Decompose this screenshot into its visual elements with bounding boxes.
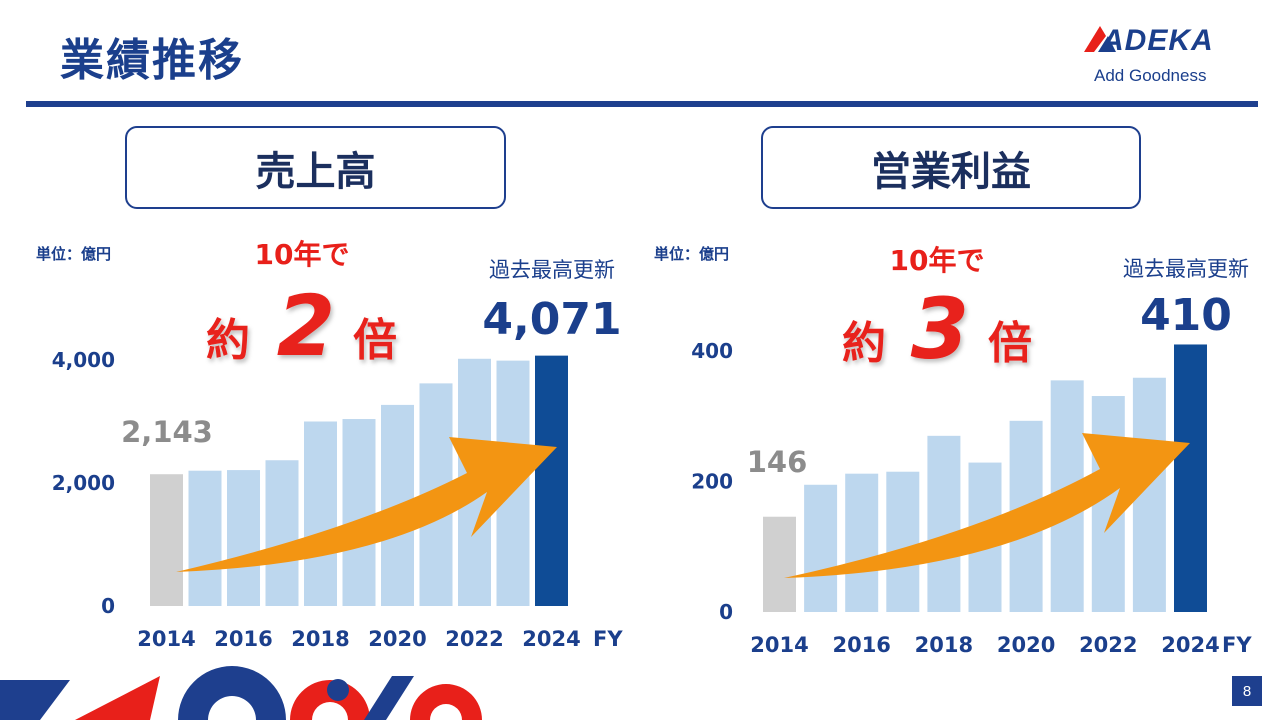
logo-wordmark: ADEKA xyxy=(1102,24,1214,57)
sales-bar-2018 xyxy=(304,421,337,606)
sales-ytick-label: 0 xyxy=(101,594,115,618)
company-logo: ADEKA Add Goodness xyxy=(1082,20,1242,90)
profit-start-value: 146 xyxy=(747,445,808,479)
sales-callout-top: 10年で xyxy=(255,238,350,271)
profit-record-label: 過去最高更新 xyxy=(1123,257,1249,281)
profit-xtick-label: 2014 xyxy=(750,633,808,657)
sales-xtick-label: 2016 xyxy=(214,627,272,651)
profit-plot: 0 200 400 2014 2016 2018 2020 2022 2024 xyxy=(691,339,1219,657)
sales-heading: 売上高 xyxy=(255,148,376,195)
sales-callout-yaku: 約 xyxy=(206,315,250,366)
sales-xtick-label: 2014 xyxy=(137,627,195,651)
profit-xtick-label: 2018 xyxy=(915,633,973,657)
profit-growth-arrow xyxy=(784,433,1190,578)
logo-triangle-icon xyxy=(1084,26,1116,52)
profit-xtick-label: 2016 xyxy=(832,633,890,657)
logo-tagline: Add Goodness xyxy=(1094,66,1207,85)
profit-bar-2024 xyxy=(1174,344,1207,612)
sales-callout-number: 2 xyxy=(277,277,335,375)
sales-xtick-label: 2018 xyxy=(291,627,349,651)
profit-ytick-label: 200 xyxy=(691,470,733,494)
sales-heading-box: 売上高 xyxy=(125,126,506,209)
profit-heading-box: 営業利益 xyxy=(761,126,1141,209)
sales-ytick-label: 2,000 xyxy=(52,471,115,495)
sales-xtick-label: 2022 xyxy=(445,627,503,651)
profit-record-value: 410 xyxy=(1140,290,1232,341)
profit-bar-2018 xyxy=(927,435,961,612)
sales-record-label: 過去最高更新 xyxy=(489,258,615,282)
sales-plot: 0 2,000 4,000 2014 2016 2018 2020 2022 2024 xyxy=(52,348,581,651)
header-divider xyxy=(26,101,1258,107)
profit-callout-yaku: 約 xyxy=(842,318,886,369)
profit-fy-label: FY xyxy=(1222,633,1252,657)
profit-callout-top: 10年で xyxy=(890,244,985,277)
sales-unit-label: 単位：億円 xyxy=(36,245,111,263)
sales-growth-arrow xyxy=(176,437,557,572)
profit-callout-bai: 倍 xyxy=(988,318,1032,369)
sales-start-value: 2,143 xyxy=(121,415,213,449)
page-number: 8 xyxy=(1232,676,1262,706)
profit-unit-label: 単位：億円 xyxy=(654,245,729,263)
sales-bar-2016 xyxy=(227,470,260,606)
sales-fy-label: FY xyxy=(593,627,623,651)
profit-bar-2015 xyxy=(804,484,838,612)
profit-callout-number: 3 xyxy=(911,280,969,378)
sales-bar-2014 xyxy=(150,474,183,606)
profit-heading: 営業利益 xyxy=(871,148,1031,195)
sales-record-value: 4,071 xyxy=(482,294,621,345)
profit-bar-2017 xyxy=(886,471,920,612)
page-title: 業績推移 xyxy=(60,35,244,86)
sales-bar-2024 xyxy=(535,355,568,606)
sales-bar-2017 xyxy=(265,460,299,606)
profit-xtick-label: 2020 xyxy=(997,633,1055,657)
profit-xtick-label: 2022 xyxy=(1079,633,1137,657)
profit-ytick-label: 0 xyxy=(719,600,733,624)
sales-bar-2019 xyxy=(342,419,376,606)
sales-xtick-label: 2020 xyxy=(368,627,426,651)
profit-bar-2014 xyxy=(763,516,796,612)
sales-xtick-label: 2024 xyxy=(522,627,580,651)
sales-callout-bai: 倍 xyxy=(353,315,397,366)
profit-bar-2016 xyxy=(845,473,879,612)
sales-bar-2015 xyxy=(188,470,222,606)
profit-ytick-label: 400 xyxy=(691,339,733,363)
sales-ytick-label: 4,000 xyxy=(52,348,115,372)
profit-xtick-label: 2024 xyxy=(1161,633,1219,657)
